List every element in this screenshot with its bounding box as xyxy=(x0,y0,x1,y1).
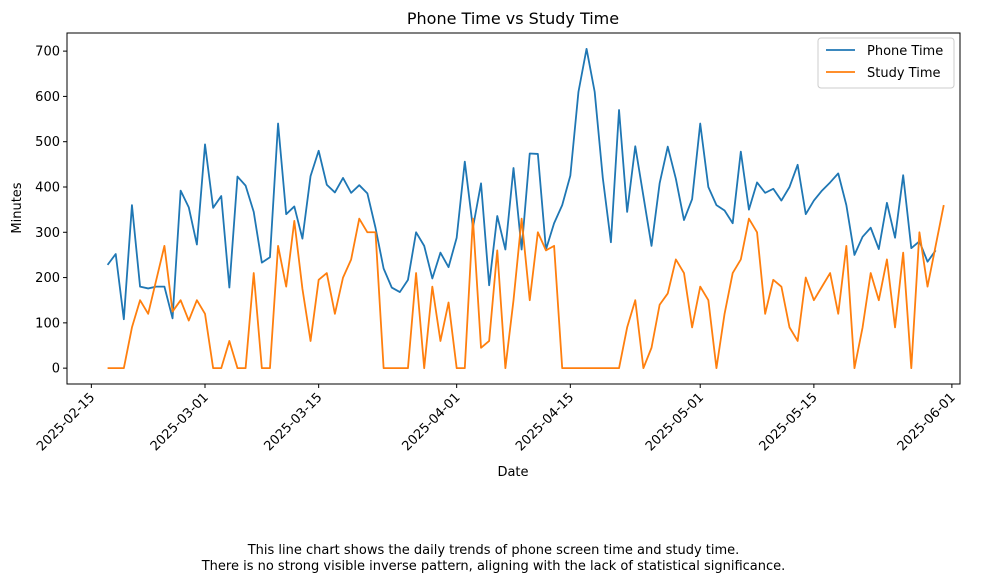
y-tick-label: 600 xyxy=(35,90,60,105)
legend-label-phone-time: Phone Time xyxy=(867,44,943,59)
y-axis-label: Minutes xyxy=(10,182,25,233)
chart-title: Phone Time vs Study Time xyxy=(407,9,619,28)
series-line-study-time xyxy=(107,204,945,370)
y-axis: 0 100 200 300 400 500 600 700 xyxy=(35,45,67,377)
chart-caption-line-1: This line chart shows the daily trends o… xyxy=(247,543,740,558)
y-tick-label: 500 xyxy=(35,135,60,150)
legend-label-study-time: Study Time xyxy=(867,66,940,81)
x-tick-label: 2025-02-15 xyxy=(34,390,98,454)
plot-frame xyxy=(66,32,961,385)
x-axis-label: Date xyxy=(497,465,528,480)
y-tick-label: 300 xyxy=(35,226,60,241)
x-tick-label: 2025-03-01 xyxy=(148,390,212,454)
x-tick-label: 2025-03-15 xyxy=(261,390,325,454)
x-tick-label: 2025-05-15 xyxy=(757,390,821,454)
plot-lines xyxy=(106,47,945,370)
x-tick-label: 2025-04-15 xyxy=(513,390,577,454)
x-tick-label: 2025-05-01 xyxy=(643,390,707,454)
y-tick-label: 100 xyxy=(35,316,60,331)
x-axis: 2025-02-15 2025-03-01 2025-03-15 2025-04-01… xyxy=(34,384,959,454)
chart-caption-line-2: There is no strong visible inverse patte… xyxy=(201,559,786,574)
x-tick-label: 2025-06-01 xyxy=(895,390,959,454)
y-tick-label: 200 xyxy=(35,271,60,286)
y-tick-label: 0 xyxy=(52,362,60,377)
y-tick-label: 400 xyxy=(35,180,60,195)
x-tick-label: 2025-04-01 xyxy=(399,390,463,454)
y-tick-label: 700 xyxy=(35,45,60,60)
legend: Phone Time Study Time xyxy=(817,37,955,89)
series-line-phone-time xyxy=(106,47,937,321)
